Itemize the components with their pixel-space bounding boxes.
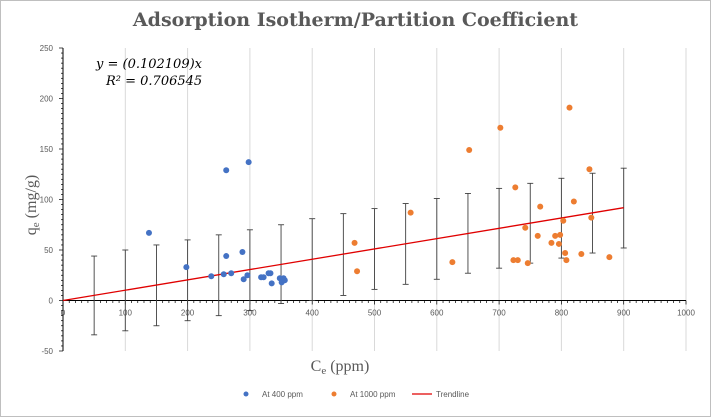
data-point-series-2: [570, 198, 577, 205]
x-tick-label: 600: [430, 309, 444, 318]
y-tick-label: -50: [41, 347, 53, 356]
y-tick-label: 250: [40, 44, 54, 53]
data-points: [145, 104, 613, 287]
x-axis-label: Ce (ppm): [311, 358, 370, 377]
x-tick-label: 1000: [677, 309, 695, 318]
x-tick-label: 700: [492, 309, 506, 318]
data-point-series-1: [220, 271, 227, 278]
data-point-series-2: [449, 259, 456, 266]
legend-label-1: At 400 ppm: [262, 390, 303, 399]
legend-marker-1: [243, 391, 249, 397]
legend-label-3: Trendline: [436, 390, 470, 399]
data-point-series-2: [514, 257, 521, 264]
data-point-series-2: [555, 240, 562, 247]
data-point-series-1: [244, 272, 251, 279]
data-point-series-2: [522, 224, 529, 231]
data-point-series-1: [223, 253, 230, 260]
data-point-series-2: [524, 260, 531, 267]
data-point-series-2: [351, 239, 358, 246]
data-point-series-2: [560, 217, 567, 224]
grid-lines: [124, 48, 687, 351]
data-point-series-1: [145, 229, 152, 236]
x-tick-label: 800: [555, 309, 569, 318]
x-tick-label: 300: [243, 309, 257, 318]
legend: At 400 ppm At 1000 ppm Trendline: [243, 390, 470, 399]
data-point-series-1: [260, 274, 267, 281]
data-point-series-2: [562, 250, 569, 257]
x-tick-label: 400: [306, 309, 320, 318]
data-point-series-1: [245, 159, 252, 166]
x-tick-label: 900: [617, 309, 631, 318]
data-point-series-1: [228, 270, 235, 277]
chart-title: Adsorption Isotherm/Partition Coefficien…: [132, 9, 579, 31]
data-point-series-1: [208, 273, 215, 280]
y-tick-label: 0: [49, 297, 54, 306]
data-point-series-1: [183, 264, 190, 271]
equation-line-1: y = (0.102109)x: [95, 57, 203, 72]
data-point-series-2: [588, 214, 595, 221]
data-point-series-2: [510, 257, 517, 264]
data-point-series-1: [240, 276, 247, 283]
data-point-series-1: [239, 249, 246, 256]
y-tick-label: 100: [40, 196, 54, 205]
data-point-series-2: [606, 254, 613, 261]
y-tick-label: 150: [40, 145, 54, 154]
data-point-series-1: [223, 167, 230, 174]
equation-line-2: R² = 0.706545: [105, 74, 202, 89]
legend-marker-2: [331, 391, 337, 397]
data-point-series-2: [534, 232, 541, 239]
data-point-series-2: [557, 231, 564, 238]
data-point-series-2: [497, 124, 504, 131]
x-tick-label: 0: [61, 309, 66, 318]
data-point-series-2: [552, 232, 559, 239]
y-axis-label: qe (mg/g): [23, 175, 42, 235]
data-point-series-2: [586, 166, 593, 173]
y-tick-label: 50: [44, 246, 53, 255]
data-point-series-2: [354, 268, 361, 275]
axis-labels: Ce (ppm) qe (mg/g): [23, 175, 369, 377]
x-tick-label: 500: [368, 309, 382, 318]
data-point-series-1: [267, 270, 274, 277]
data-point-series-2: [512, 184, 519, 191]
data-point-series-2: [563, 257, 570, 264]
data-point-series-2: [407, 209, 414, 216]
trendline-group: [62, 207, 624, 302]
data-point-series-1: [281, 277, 288, 284]
y-tick-label: 200: [40, 95, 54, 104]
data-point-series-2: [578, 251, 585, 258]
data-point-series-2: [466, 147, 473, 154]
trendline: [62, 207, 624, 302]
trendline-equation: y = (0.102109)x R² = 0.706545: [95, 57, 203, 89]
data-point-series-2: [537, 203, 544, 210]
legend-label-2: At 1000 ppm: [350, 390, 396, 399]
data-point-series-2: [548, 239, 555, 246]
data-point-series-1: [268, 280, 275, 287]
data-point-series-2: [566, 104, 573, 111]
